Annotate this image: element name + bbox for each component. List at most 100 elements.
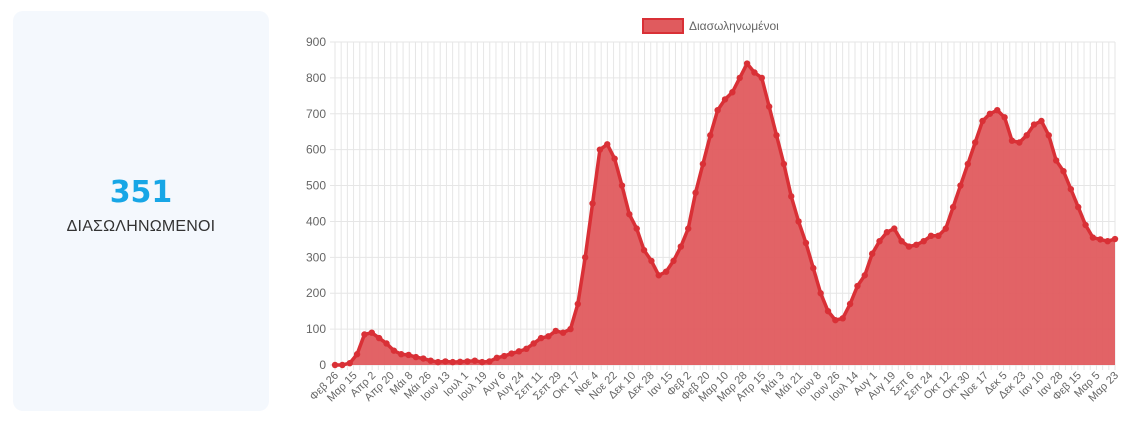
data-point[interactable] (383, 340, 390, 347)
data-point[interactable] (905, 243, 913, 250)
data-point[interactable] (707, 132, 714, 139)
data-point[interactable] (1008, 137, 1016, 144)
data-point[interactable] (1104, 237, 1111, 245)
data-point[interactable] (478, 358, 486, 366)
data-point[interactable] (861, 272, 869, 279)
data-point[interactable] (471, 357, 479, 364)
data-point[interactable] (589, 200, 596, 207)
data-point[interactable] (788, 193, 795, 200)
data-point[interactable] (817, 290, 824, 297)
data-point[interactable] (729, 89, 736, 96)
data-point[interactable] (567, 325, 574, 333)
data-point[interactable] (810, 264, 817, 272)
data-point[interactable] (346, 360, 353, 367)
data-point[interactable] (736, 74, 743, 82)
data-point[interactable] (979, 117, 986, 125)
data-point[interactable] (1001, 114, 1008, 121)
data-point[interactable] (412, 353, 420, 361)
data-point[interactable] (611, 155, 618, 162)
data-point[interactable] (949, 203, 957, 211)
data-point[interactable] (964, 160, 972, 168)
data-point[interactable] (655, 272, 662, 279)
data-point[interactable] (832, 316, 839, 324)
data-point[interactable] (868, 250, 876, 257)
data-point[interactable] (883, 229, 891, 236)
data-point[interactable] (552, 327, 559, 335)
data-point[interactable] (581, 254, 589, 261)
data-point[interactable] (493, 354, 501, 362)
data-point[interactable] (662, 268, 670, 275)
data-point[interactable] (361, 331, 368, 338)
data-point[interactable] (957, 182, 964, 189)
data-point[interactable] (692, 189, 699, 196)
data-point[interactable] (721, 96, 729, 103)
data-point[interactable] (994, 106, 1001, 114)
data-point[interactable] (898, 237, 905, 245)
data-point[interactable] (1038, 117, 1045, 125)
data-point[interactable] (670, 257, 677, 265)
data-point[interactable] (802, 239, 810, 247)
data-point[interactable] (1067, 185, 1075, 193)
data-point[interactable] (618, 182, 626, 189)
data-point[interactable] (530, 340, 537, 347)
data-point[interactable] (464, 358, 471, 365)
data-point[interactable] (935, 232, 942, 239)
data-point[interactable] (1030, 121, 1038, 128)
data-point[interactable] (1075, 203, 1082, 211)
data-point[interactable] (971, 139, 979, 146)
data-point[interactable] (633, 225, 640, 232)
data-point[interactable] (405, 351, 412, 359)
data-point[interactable] (773, 132, 780, 139)
data-point[interactable] (913, 241, 920, 248)
data-point[interactable] (795, 218, 802, 225)
data-point[interactable] (398, 351, 405, 358)
data-point[interactable] (508, 350, 515, 357)
data-point[interactable] (574, 300, 582, 308)
data-point[interactable] (1045, 132, 1052, 139)
data-point[interactable] (420, 355, 427, 362)
data-point[interactable] (891, 225, 898, 232)
data-point[interactable] (758, 74, 765, 82)
data-point[interactable] (648, 257, 655, 265)
data-point[interactable] (442, 358, 449, 365)
data-point[interactable] (390, 347, 398, 354)
data-point[interactable] (449, 358, 456, 366)
data-point[interactable] (685, 225, 692, 232)
data-point[interactable] (699, 160, 707, 168)
data-point[interactable] (559, 329, 567, 336)
data-point[interactable] (846, 300, 854, 308)
data-point[interactable] (1016, 139, 1023, 146)
data-point[interactable] (1082, 221, 1089, 229)
data-point[interactable] (1060, 168, 1067, 175)
data-point[interactable] (545, 333, 552, 340)
data-point[interactable] (434, 358, 442, 366)
data-point[interactable] (1111, 235, 1119, 243)
data-point[interactable] (486, 358, 493, 365)
data-point[interactable] (1052, 157, 1060, 164)
data-point[interactable] (501, 352, 508, 360)
data-point[interactable] (1023, 132, 1030, 139)
data-point[interactable] (375, 334, 383, 342)
data-point[interactable] (986, 110, 994, 117)
chart-legend[interactable]: Διασωληνωμένοι (642, 18, 779, 34)
data-point[interactable] (743, 60, 751, 67)
data-point[interactable] (368, 329, 375, 336)
data-point[interactable] (1089, 234, 1097, 241)
data-point[interactable] (824, 307, 832, 315)
data-point[interactable] (780, 160, 788, 168)
data-point[interactable] (751, 69, 758, 76)
data-point[interactable] (353, 351, 361, 358)
data-point[interactable] (515, 348, 523, 355)
data-point[interactable] (427, 357, 434, 364)
data-point[interactable] (339, 361, 346, 369)
data-point[interactable] (596, 146, 604, 153)
data-point[interactable] (1097, 236, 1104, 243)
data-point[interactable] (854, 282, 861, 290)
data-point[interactable] (839, 315, 846, 322)
data-point[interactable] (677, 243, 685, 250)
data-point[interactable] (604, 141, 611, 148)
data-point[interactable] (331, 361, 339, 369)
data-point[interactable] (523, 345, 530, 353)
data-point[interactable] (640, 246, 648, 254)
data-point[interactable] (942, 225, 949, 232)
